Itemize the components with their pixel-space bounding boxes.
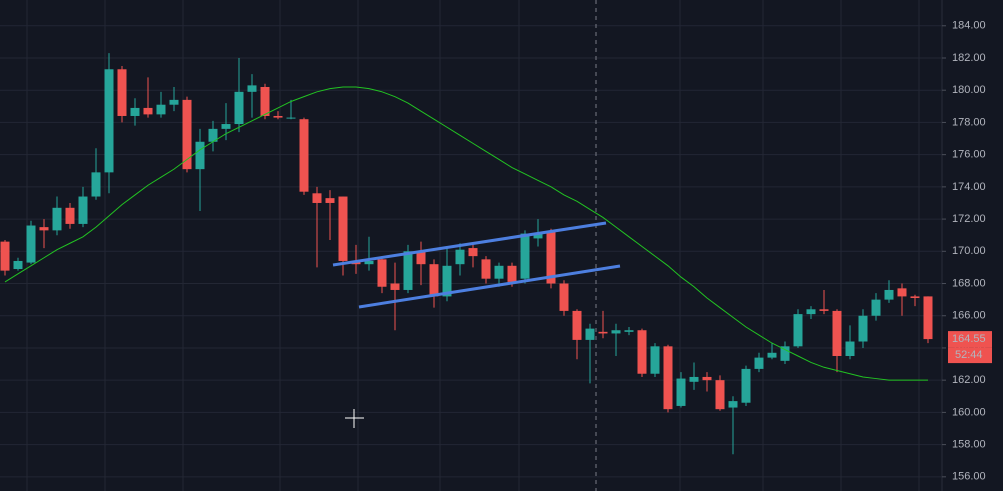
candle-body [260,86,270,116]
candle-body [338,196,348,261]
y-tick-label: 170.00 [952,245,986,257]
y-tick-label: 168.00 [952,277,986,289]
candle-body [871,299,881,316]
candle-body [481,259,491,279]
candle-body [767,352,777,358]
candle-body [78,196,88,224]
candle-body [728,401,738,408]
candle-body [234,91,244,125]
candle-body [494,265,504,279]
candle-body [390,283,400,290]
candle-body [598,331,608,334]
candle-body [832,310,842,357]
candle-body [156,104,166,115]
candle-body [923,296,933,340]
candle-body [884,289,894,300]
candle-body [676,378,686,406]
grid [0,0,942,491]
candle-body [91,172,101,197]
candle-body [546,231,556,284]
candle-body [741,368,751,403]
candle-body [247,85,257,92]
candle-body [169,99,179,105]
candle-body [455,249,465,265]
candle-body [650,346,660,374]
candle-body [13,260,23,270]
candle-body [533,233,543,239]
candle-body [65,207,75,224]
candle-body [806,309,816,315]
candle-body [559,283,569,311]
y-tick-label: 172.00 [952,213,986,225]
candle-body [793,314,803,347]
candle-body [299,119,309,192]
candle-body [195,141,205,170]
candle-body [403,251,413,290]
candle-body [130,107,140,116]
y-tick-label: 184.00 [952,20,986,32]
y-tick-label: 166.00 [952,310,986,322]
candle-body [273,115,283,118]
candle-body [221,124,231,129]
last-price-label: 164.55 [952,333,986,345]
candle-body [897,288,907,297]
moving-average [4,86,928,381]
cursor [345,409,364,428]
candle-body [845,341,855,357]
candle-body [910,296,920,299]
candle-body [325,198,335,203]
candle-body [364,260,374,265]
y-tick-label: 176.00 [952,149,986,161]
last-price-badge [948,331,992,348]
candle-body [780,346,790,361]
y-tick-label: 178.00 [952,116,986,128]
candle-body [182,99,192,170]
price-axis: 156.00158.00160.00162.00164.00166.00168.… [942,20,992,483]
candle-body [39,227,49,231]
candle-body [689,376,699,382]
candle-body [416,251,426,265]
candle-body [429,264,439,297]
candle-body [858,315,868,342]
plot [0,53,933,455]
y-tick-label: 156.00 [952,471,986,483]
y-tick-label: 162.00 [952,374,986,386]
channel-upper [332,221,607,267]
candle-body [819,309,829,311]
candle-body [442,265,452,297]
y-tick-label: 158.00 [952,439,986,451]
y-tick-label: 182.00 [952,52,986,64]
candle-body [663,346,673,410]
candle-body [26,225,36,263]
candle-body [0,241,10,271]
y-tick-label: 160.00 [952,406,986,418]
candle-body [715,380,725,410]
candle-body [52,207,62,231]
candle-body [754,357,764,369]
y-tick-label: 174.00 [952,181,986,193]
candle-body [637,330,647,374]
countdown-badge [948,347,992,364]
candle-body [312,193,322,203]
countdown-label: 52:44 [955,349,983,361]
candle-body [143,107,153,115]
candle-body [624,330,634,332]
candle-body [208,128,218,142]
candle-body [377,259,387,287]
candle-body [117,69,127,116]
y-tick-label: 180.00 [952,84,986,96]
candle-body [507,265,517,282]
candle-body [520,233,530,279]
channel-lower [358,264,621,309]
candle-body [468,248,478,257]
candle-body [286,117,296,119]
candle-body [104,69,114,173]
candle-body [585,328,595,340]
candle-body [572,310,582,340]
candle-body [611,330,621,334]
candle-body [702,376,712,381]
